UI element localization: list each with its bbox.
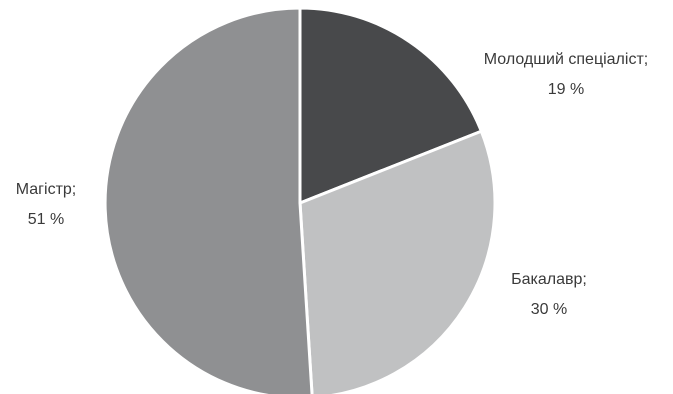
slice-label-mahistr: Магістр; 51 %: [16, 181, 76, 228]
slice-name-label: Магістр;: [16, 181, 76, 198]
slice-name-label: Бакалавр;: [511, 271, 587, 288]
pie-slice-2: [105, 8, 312, 394]
slice-name-label: Молодший спеціаліст;: [484, 51, 648, 68]
slice-label-bakalavr: Бакалавр; 30 %: [511, 271, 587, 318]
slice-label-molodshyi-spetsialist: Молодший спеціаліст; 19 %: [484, 51, 648, 98]
slices: [105, 8, 495, 394]
slice-value-label: 19 %: [548, 81, 584, 98]
slice-value-label: 30 %: [531, 301, 567, 318]
slice-value-label: 51 %: [28, 211, 64, 228]
